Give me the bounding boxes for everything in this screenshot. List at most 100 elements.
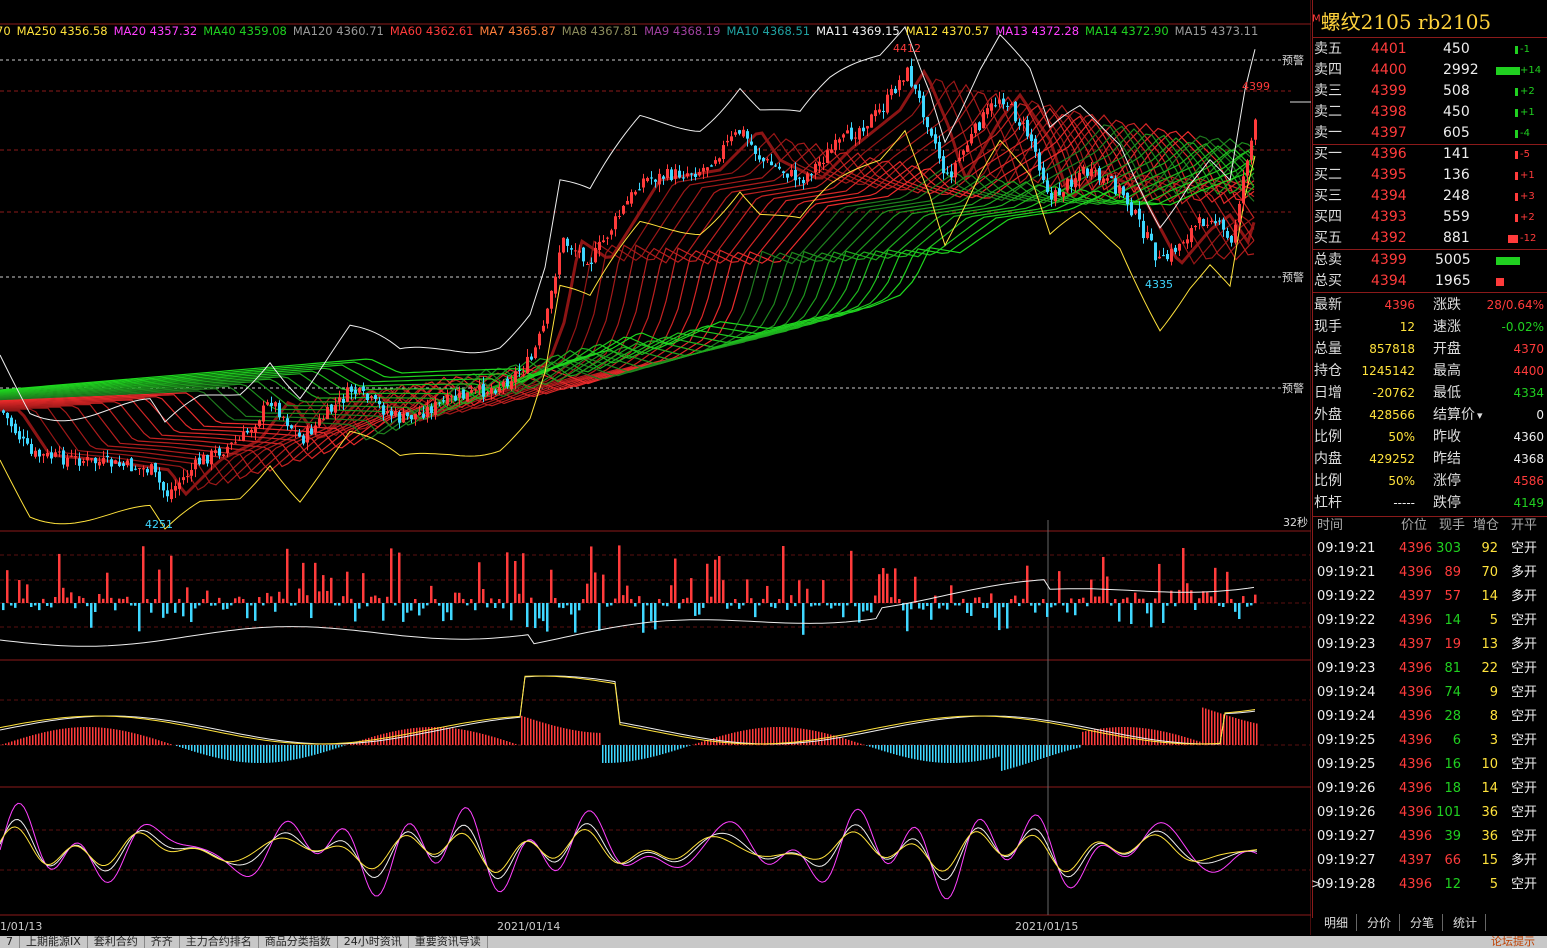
bottom-tab[interactable]: 主力合约排名	[179, 936, 259, 948]
bottom-tab[interactable]: 24小时资讯	[337, 936, 409, 948]
stat-value: 1245142	[1361, 364, 1415, 378]
chart-area[interactable]: 预警 预警 预警 4412 4399 4335 4251 32秒 1/01/13 2021/01/…	[0, 0, 1311, 935]
bottom-tab[interactable]: 套利合约	[87, 936, 145, 948]
tick-time: 09:19:25	[1317, 757, 1376, 772]
tick-row[interactable]: 09:19:22 4397 57 14 多开	[1313, 585, 1547, 609]
candle-body	[794, 169, 797, 181]
volume-bar	[58, 553, 61, 603]
contract-name: 螺纹2105 rb2105	[1320, 10, 1492, 34]
tick-time: 09:19:25	[1317, 733, 1376, 748]
tick-price: 4396	[1399, 661, 1433, 676]
tick-row[interactable]: 09:19:26 4396 101 36 空开	[1313, 801, 1547, 825]
candle-body	[94, 457, 97, 464]
volume-bar	[230, 603, 233, 606]
tick-row[interactable]: 09:19:21 4396 303 92 空开	[1313, 537, 1547, 561]
candle-body	[114, 460, 117, 464]
detail-tabs[interactable]: 明细 分价 分笔 统计	[1316, 914, 1488, 932]
tab-明细[interactable]: 明细	[1316, 914, 1358, 931]
volume-bar	[166, 603, 169, 614]
tick-row[interactable]: 09:19:24 4396 74 9 空开	[1313, 681, 1547, 705]
settle-dropdown-icon[interactable]: ▾	[1477, 409, 1483, 422]
volume-bar	[210, 603, 213, 606]
macd-bar	[674, 745, 676, 751]
candle-body	[130, 458, 133, 472]
candle-body	[490, 388, 493, 394]
candle-body	[202, 454, 205, 465]
tick-row[interactable]: 09:19:22 4396 14 5 空开	[1313, 609, 1547, 633]
volume-bar	[966, 603, 969, 613]
macd-bar	[1214, 711, 1216, 745]
volume-bar	[362, 573, 365, 603]
macd-bar	[416, 727, 418, 745]
candle-body	[930, 128, 933, 136]
tab-分价[interactable]: 分价	[1359, 914, 1401, 931]
bid-change: -12	[1520, 233, 1537, 244]
macd-bar	[77, 727, 79, 745]
bottom-tab[interactable]: 7	[0, 936, 20, 948]
tick-row[interactable]: 09:19:26 4396 18 14 空开	[1313, 777, 1547, 801]
macd-bar	[881, 745, 883, 751]
macd-bar	[986, 745, 988, 760]
bottom-tabbar[interactable]: 7 上期能源IX 套利合约 齐齐 主力合约排名 商品分类指数 24小时资讯 重要资讯导读 论坛提…	[0, 936, 1547, 948]
tab-统计[interactable]: 统计	[1445, 914, 1487, 931]
stat-label[interactable]: 结算价	[1433, 407, 1475, 423]
macd-bar	[374, 736, 376, 745]
ask-change: +14	[1520, 65, 1542, 76]
bottom-tab[interactable]: 商品分类指数	[258, 936, 338, 948]
macd-bar	[389, 732, 391, 745]
volume-bar	[826, 603, 829, 606]
volume-bar	[698, 603, 701, 615]
forum-hint-link[interactable]: 论坛提示	[1491, 936, 1535, 948]
bid-price: 4396	[1371, 146, 1407, 162]
volume-bar	[686, 597, 689, 603]
volume-bar	[1126, 597, 1129, 603]
macd-bar	[1061, 745, 1063, 753]
bottom-tab[interactable]: 重要资讯导读	[408, 936, 488, 948]
tab-分笔[interactable]: 分笔	[1402, 914, 1444, 931]
volume-bar	[1006, 603, 1009, 629]
volume-bar	[26, 584, 29, 603]
tick-row[interactable]: 09:19:25 4396 6 3 空开	[1313, 729, 1547, 753]
candle-body	[1074, 178, 1077, 188]
candle-body	[390, 410, 393, 416]
candle-body	[1134, 210, 1137, 214]
macd-bar	[98, 727, 100, 745]
tick-row[interactable]: 09:19:27 4397 66 15 多开	[1313, 849, 1547, 873]
macd-bar	[305, 745, 307, 758]
volume-bar	[182, 603, 185, 617]
ask-volume: 508	[1443, 83, 1470, 99]
macd-bar	[497, 738, 499, 745]
macd-bar	[956, 745, 958, 763]
candle-body	[346, 387, 349, 402]
candle-body	[970, 133, 973, 144]
candle-body	[1242, 176, 1245, 204]
tick-row[interactable]: 09:19:21 4396 89 70 多开	[1313, 561, 1547, 585]
macd-bar	[668, 745, 670, 753]
macd-bar	[791, 727, 793, 745]
bottom-tab[interactable]: 齐齐	[144, 936, 180, 948]
bid-label: 买一	[1314, 146, 1342, 162]
tick-row[interactable]: 09:19:25 4396 16 10 空开	[1313, 753, 1547, 777]
macd-bar	[767, 727, 769, 745]
macd-bar	[452, 728, 454, 745]
volume-bar	[1062, 603, 1065, 606]
volume-bar	[98, 593, 101, 603]
tick-row[interactable]: 09:19:24 4396 28 8 空开	[1313, 705, 1547, 729]
volume-bar	[970, 603, 973, 616]
macd-bar	[1187, 737, 1189, 745]
bottom-tab[interactable]: 上期能源IX	[20, 936, 88, 948]
candle-body	[542, 325, 545, 332]
tick-type: 空开	[1511, 781, 1538, 796]
macd-bar	[572, 729, 574, 745]
tick-row[interactable]: 09:19:27 4396 39 36 空开	[1313, 825, 1547, 849]
tick-row[interactable]: 09:19:23 4397 19 13 多开	[1313, 633, 1547, 657]
candle-body	[266, 402, 269, 405]
tick-price: 4396	[1399, 805, 1433, 820]
volume-bar	[506, 552, 509, 603]
tick-row[interactable]: 09:19:23 4396 81 22 空开	[1313, 657, 1547, 681]
macd-bar	[251, 745, 253, 763]
tick-row[interactable]: 09:19:28 4396 12 5 空开 >	[1311, 873, 1547, 897]
tick-volume: 66	[1444, 853, 1461, 868]
volume-bar	[314, 562, 317, 603]
